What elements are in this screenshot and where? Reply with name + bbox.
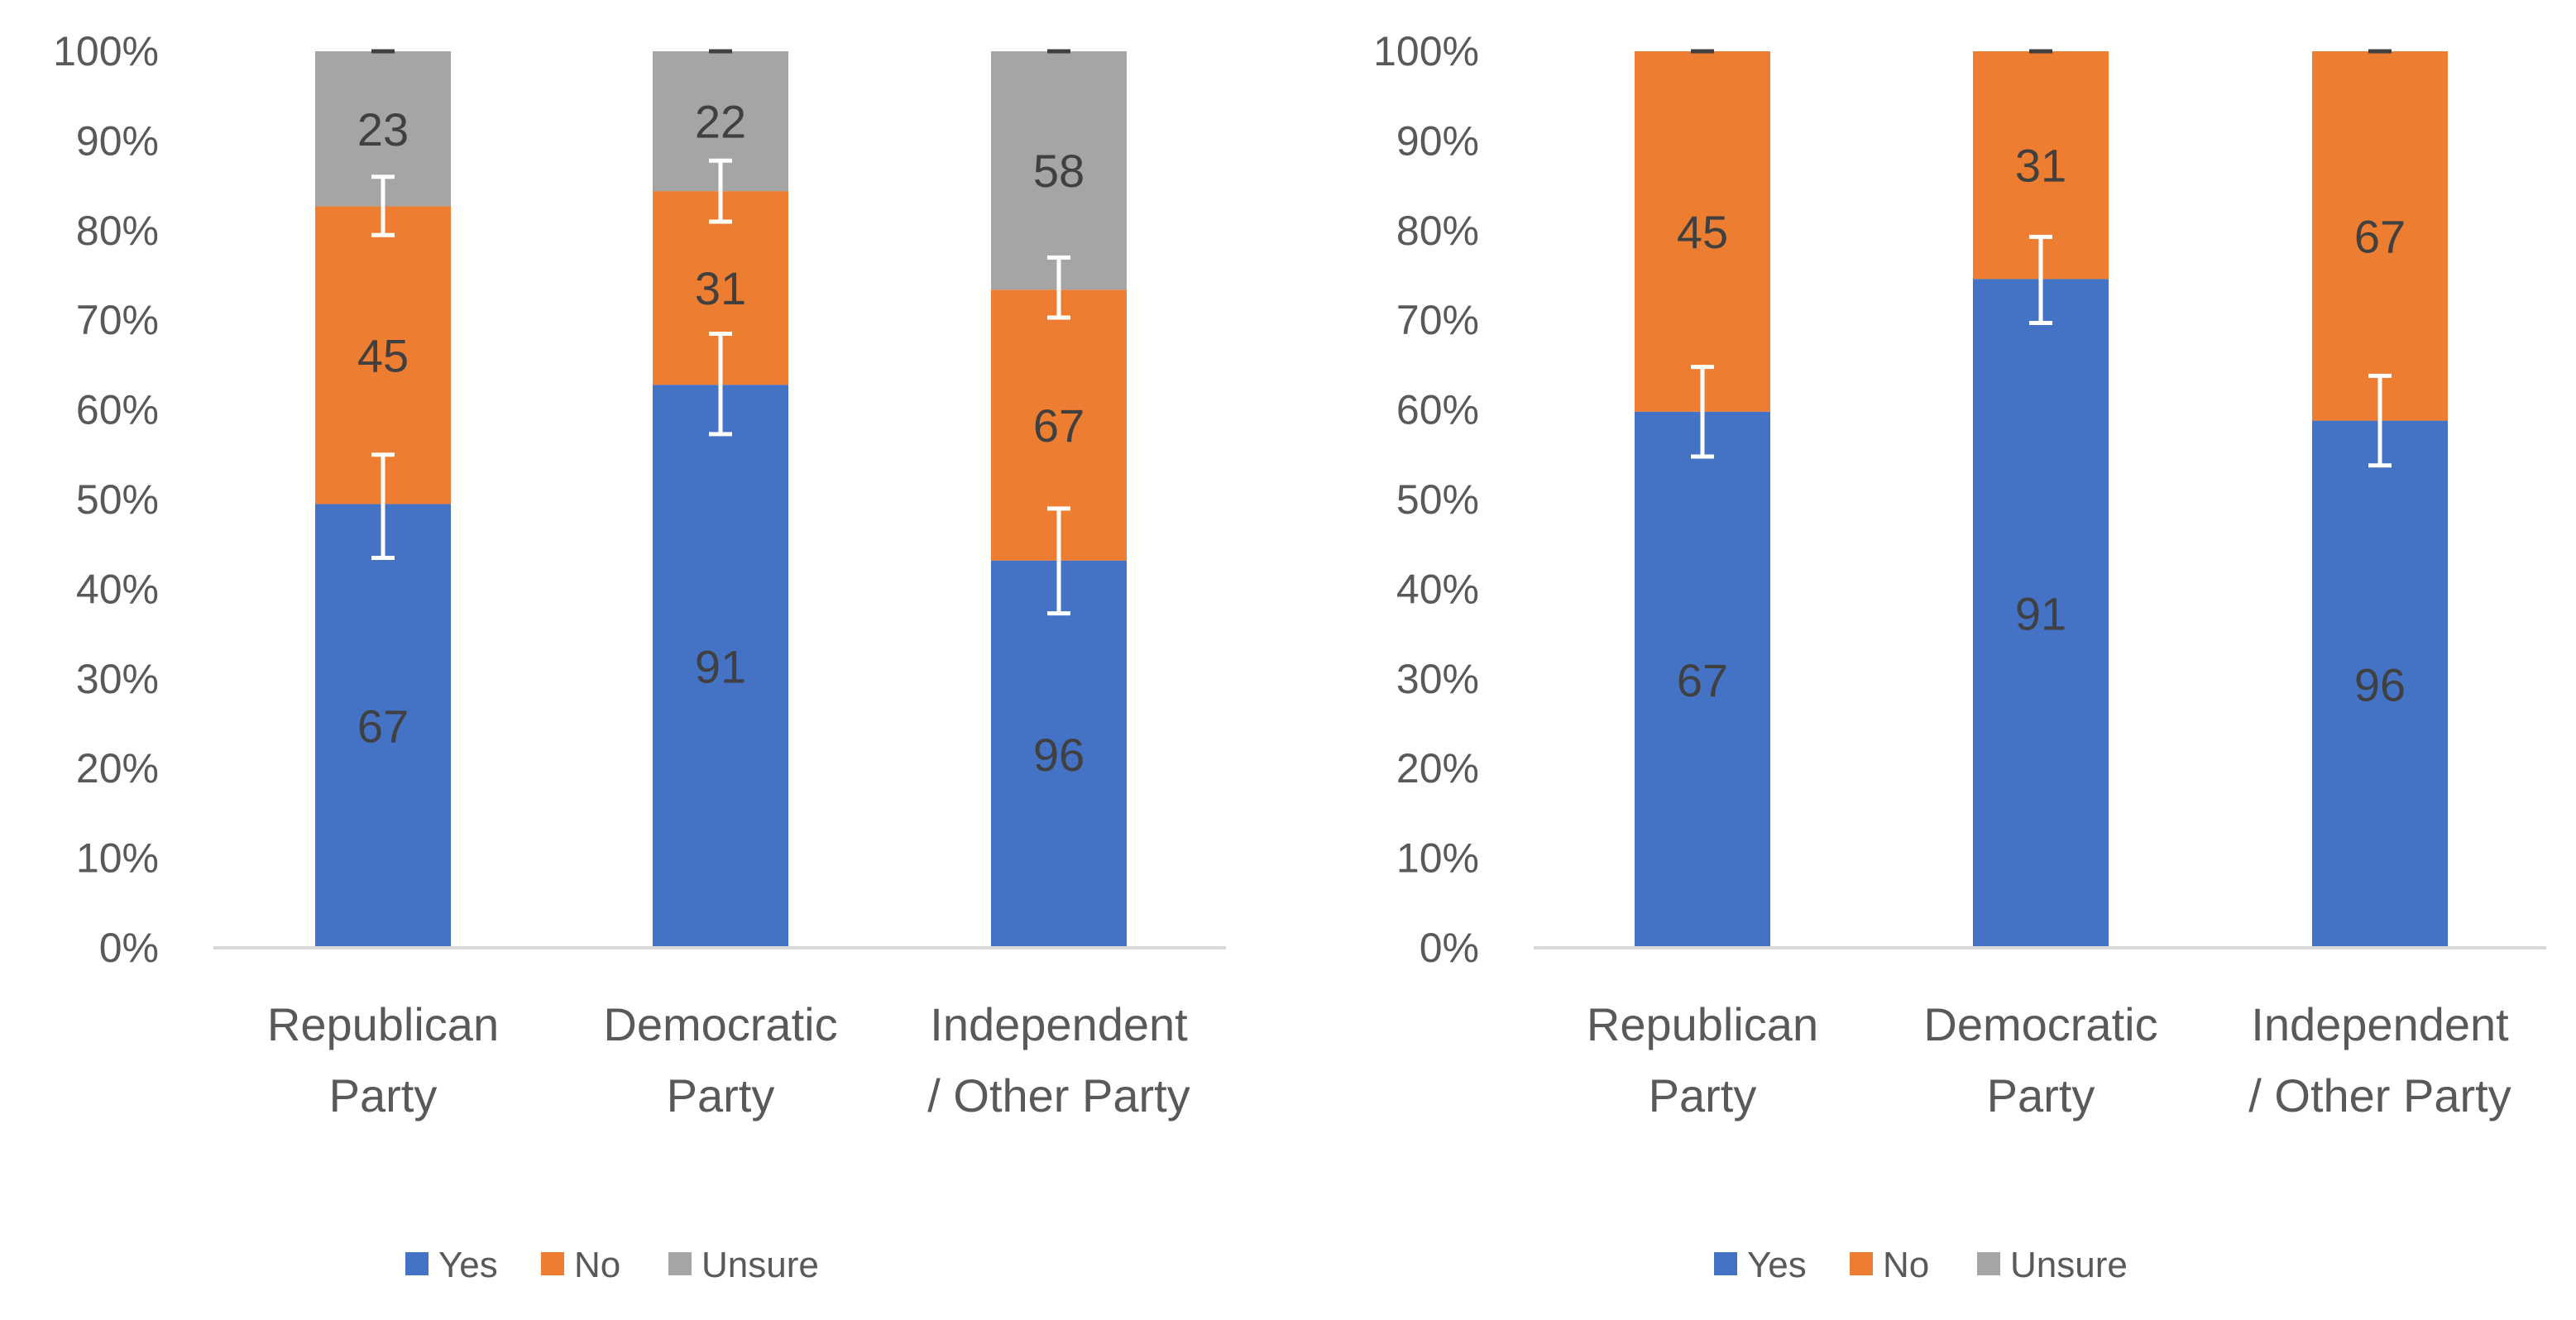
bar-no-segment [1635, 51, 1770, 412]
data-label: 31 [695, 262, 746, 314]
y-tick-label: 30% [1396, 656, 1479, 702]
legend-swatch-no [541, 1252, 564, 1275]
data-label: 45 [357, 329, 409, 381]
y-tick-label: 60% [76, 387, 159, 433]
bar-yes-segment [315, 504, 451, 948]
bar-yes-segment [991, 560, 1127, 948]
data-label: 31 [2015, 140, 2066, 192]
y-tick-label: 100% [53, 28, 159, 74]
legend-label: Yes [438, 1245, 498, 1285]
data-label: 67 [1033, 399, 1085, 452]
y-tick-label: 90% [1396, 117, 1479, 164]
x-category-label: Party [1649, 1069, 1757, 1122]
bar-yes-segment [1973, 279, 2109, 948]
y-tick-label: 60% [1396, 387, 1479, 433]
bar-yes-segment [1635, 411, 1770, 948]
legend: Yes No Unsure [405, 1245, 819, 1285]
data-label: 91 [2015, 588, 2066, 640]
legend: Yes No Unsure [1714, 1245, 2128, 1285]
y-tick-label: 10% [1396, 835, 1479, 882]
y-tick-label: 0% [99, 925, 159, 971]
x-category-label: Party [667, 1069, 775, 1122]
data-label: 45 [1677, 206, 1728, 258]
y-tick-label: 80% [1396, 208, 1479, 254]
legend-label: Yes [1747, 1245, 1807, 1285]
x-category-label: Republican [267, 998, 499, 1050]
y-tick-label: 70% [76, 297, 159, 343]
x-category-label: Party [329, 1069, 438, 1122]
legend-swatch-unsure [1977, 1252, 2000, 1275]
x-category-label: / Other Party [927, 1069, 1190, 1122]
bar-yes-segment [653, 385, 788, 948]
legend-swatch-no [1850, 1252, 1873, 1275]
legend-swatch-yes [1714, 1252, 1737, 1275]
y-tick-label: 80% [76, 208, 159, 254]
y-tick-label: 50% [76, 476, 159, 523]
data-label: 96 [2354, 658, 2406, 710]
y-tick-label: 20% [1396, 745, 1479, 792]
legend-label: Unsure [701, 1245, 819, 1285]
legend-swatch-yes [405, 1252, 429, 1275]
x-category-label: Republican [1587, 998, 1818, 1050]
x-category-label: / Other Party [2248, 1069, 2511, 1122]
data-label: 96 [1033, 729, 1085, 781]
x-category-label: Independent [2251, 998, 2509, 1050]
bar-no-segment [2312, 51, 2448, 421]
legend-swatch-unsure [668, 1252, 692, 1275]
data-label: 23 [357, 103, 409, 155]
y-tick-label: 50% [1396, 476, 1479, 523]
y-tick-label: 30% [76, 656, 159, 702]
x-category-label: Democratic [1923, 998, 2157, 1050]
bar-yes-segment [2312, 420, 2448, 948]
data-label: 67 [1677, 654, 1728, 706]
legend-label: No [574, 1245, 620, 1285]
bar-unsure-segment [991, 51, 1127, 290]
data-label: 91 [695, 641, 746, 693]
x-category-label: Party [1987, 1069, 2095, 1122]
x-category-label: Independent [930, 998, 1188, 1050]
data-label: 67 [357, 701, 409, 753]
chart-1: 0% 10% 20% 30% 40% 50% 60% 70% 80% 90% 100% 67 45 23 R… [53, 28, 1226, 1285]
data-label: 22 [695, 96, 746, 148]
y-tick-label: 0% [1420, 925, 1479, 971]
y-tick-label: 40% [1396, 566, 1479, 612]
legend-label: Unsure [2010, 1245, 2128, 1285]
data-label: 58 [1033, 145, 1085, 197]
y-tick-label: 10% [76, 835, 159, 882]
y-tick-label: 90% [76, 117, 159, 164]
y-tick-label: 70% [1396, 297, 1479, 343]
y-tick-label: 40% [76, 566, 159, 612]
legend-label: No [1883, 1245, 1929, 1285]
y-tick-label: 20% [76, 745, 159, 792]
x-category-label: Democratic [603, 998, 837, 1050]
chart-2: 0% 10% 20% 30% 40% 50% 60% 70% 80% 90% 100% 67 45 Rep… [1373, 28, 2546, 1285]
y-tick-label: 100% [1373, 28, 1479, 74]
data-label: 67 [2354, 210, 2406, 262]
